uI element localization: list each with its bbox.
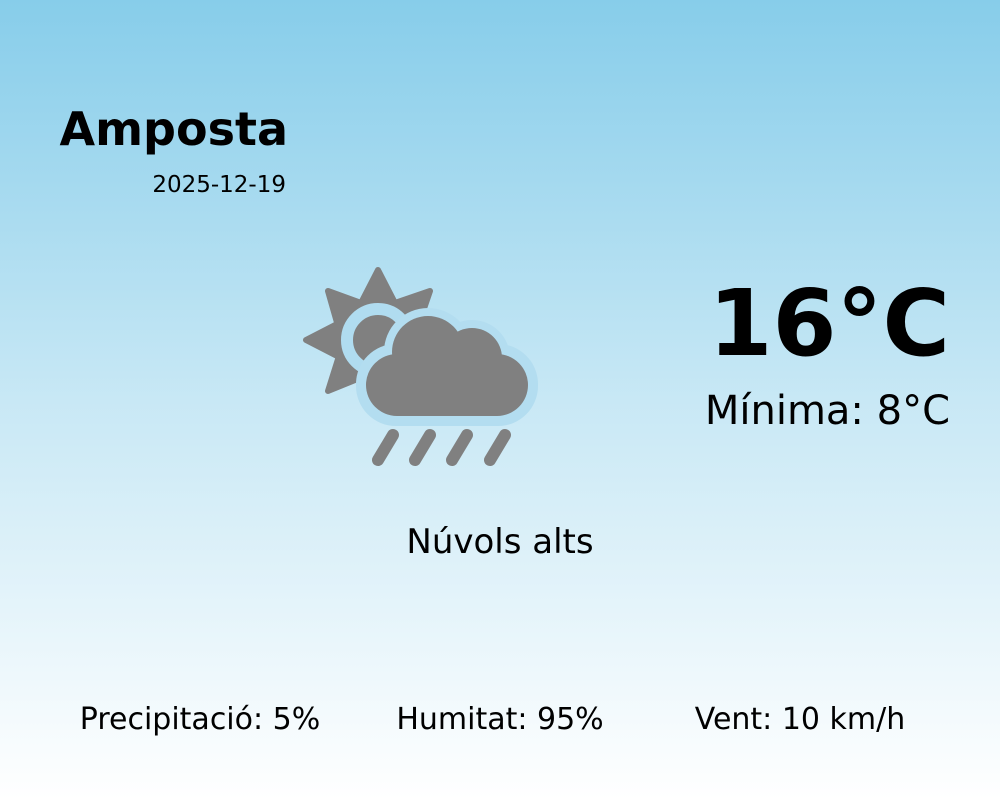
current-temperature: 16°C (708, 270, 950, 377)
forecast-date: 2025-12-19 (152, 172, 286, 198)
city-name: Amposta (59, 102, 288, 156)
minimum-temperature: Mínima: 8°C (704, 388, 950, 434)
wind-stat: Vent: 10 km/h (694, 702, 906, 737)
weather-condition: Núvols alts (406, 522, 594, 562)
precipitation-stat: Precipitació: 5% (79, 702, 321, 737)
humidity-stat: Humitat: 95% (396, 702, 604, 737)
